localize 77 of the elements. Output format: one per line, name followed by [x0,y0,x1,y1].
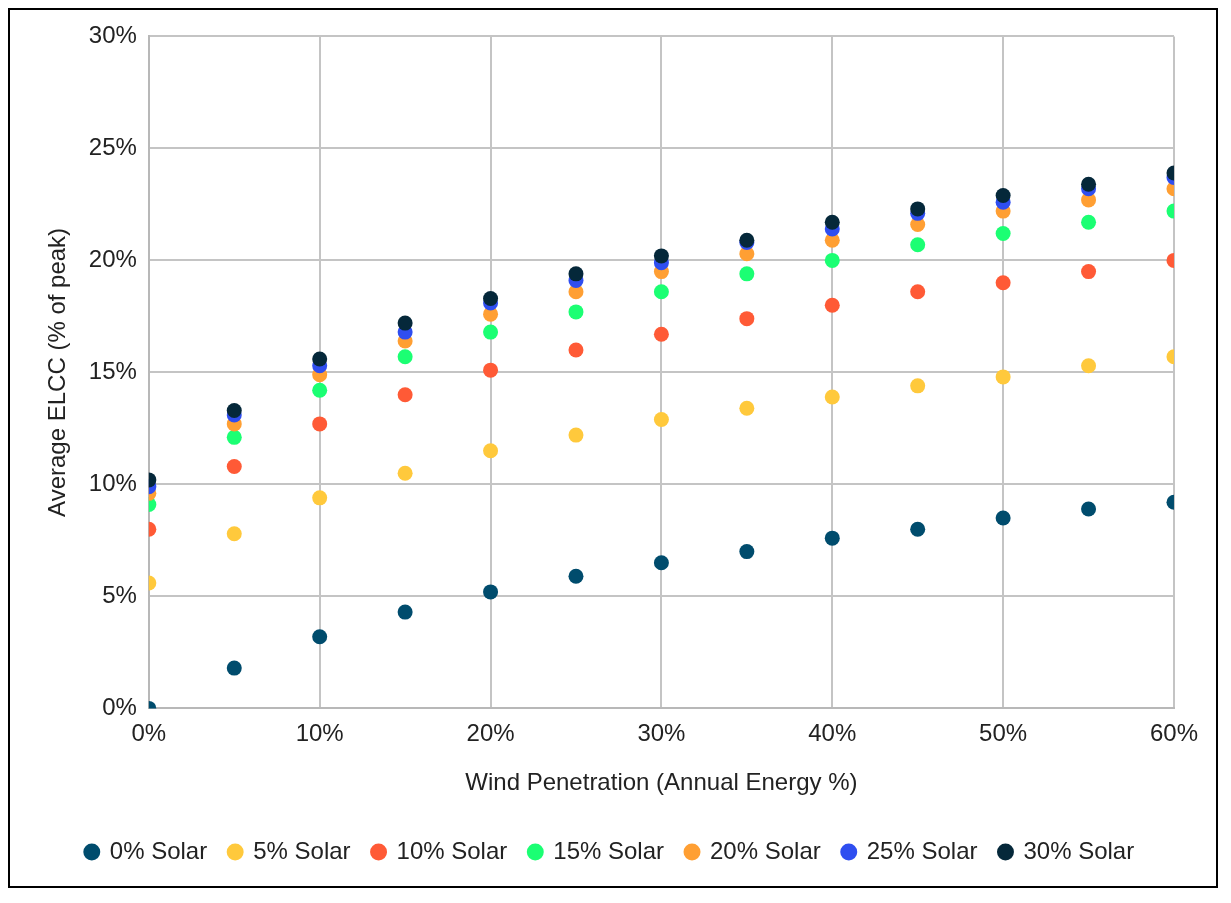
point [568,304,584,320]
point [653,326,669,342]
point [312,382,328,398]
point [397,465,413,481]
legend-label: 0% Solar [109,836,208,864]
point [910,201,926,217]
legend-label: 20% Solar [710,836,821,864]
y-tick-label: 5% [102,581,137,609]
legend-label: 15% Solar [553,836,665,864]
point [568,342,584,358]
point [1081,264,1097,280]
x-tick-label: 10% [295,719,344,747]
point [824,252,840,268]
point [995,226,1011,242]
point [739,266,755,282]
legend-label: 5% Solar [253,836,351,864]
point [226,458,242,474]
y-tick-label: 25% [88,133,137,161]
point [1081,501,1097,517]
point [483,584,499,600]
y-tick-label: 20% [88,245,137,273]
point [397,387,413,403]
point [653,411,669,427]
point [226,526,242,542]
point [653,284,669,300]
legend-label: 10% Solar [396,836,508,864]
point [995,275,1011,291]
point [995,510,1011,526]
point [910,284,926,300]
point [312,351,328,367]
point [910,378,926,394]
y-axis-title: Average ELCC (% of peak) [43,227,71,517]
point [312,490,328,506]
point [824,389,840,405]
legend-label: 25% Solar [866,836,978,864]
y-tick-label: 10% [88,469,137,497]
point [824,530,840,546]
point [397,349,413,365]
x-tick-label: 20% [466,719,515,747]
point [995,187,1011,203]
point [739,400,755,416]
x-tick-label: 30% [637,719,686,747]
point [824,214,840,230]
x-tick-label: 60% [1149,719,1199,747]
point [226,660,242,676]
point [1081,214,1097,230]
x-axis-title: Wind Penetration (Annual Energy %) [465,768,858,796]
point [910,237,926,253]
point [995,369,1011,385]
point [739,544,755,560]
point [1081,358,1097,374]
point [568,266,584,282]
x-tick-label: 40% [808,719,857,747]
point [653,248,669,264]
point [226,402,242,418]
y-tick-label: 30% [88,21,137,49]
point [653,555,669,571]
y-tick-label: 15% [88,357,137,385]
point [568,568,584,584]
point [483,324,499,340]
x-tick-label: 50% [979,719,1028,747]
y-tick-label: 0% [102,693,137,721]
point [568,427,584,443]
x-tick-label: 0% [131,719,167,747]
point [824,297,840,313]
point [397,604,413,620]
legend-label: 30% Solar [1023,836,1135,864]
point [483,362,499,378]
point [483,290,499,306]
point [226,429,242,445]
point [312,416,328,432]
point [483,443,499,459]
point [312,629,328,645]
point [1081,176,1097,192]
point [910,521,926,537]
point [739,311,755,327]
point [397,315,413,331]
